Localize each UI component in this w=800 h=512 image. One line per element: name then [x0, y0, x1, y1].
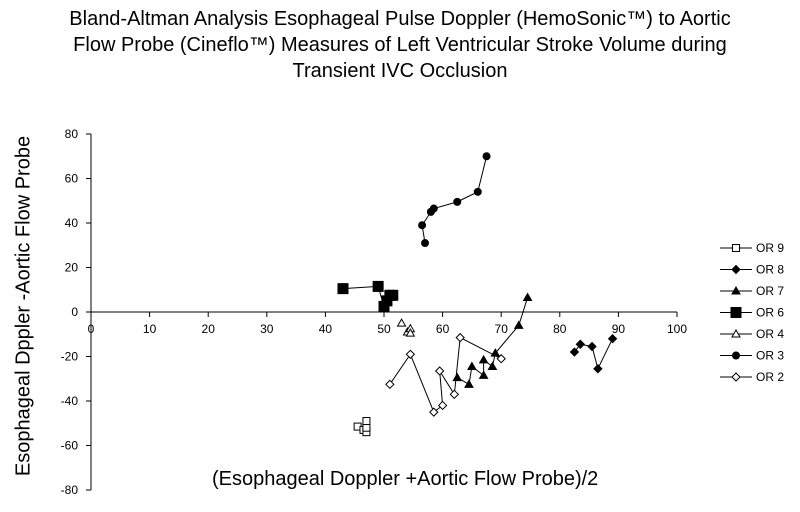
- x-tick-label: 90: [612, 322, 626, 336]
- x-tick-label: 100: [667, 322, 687, 336]
- data-point-or-4: [405, 328, 416, 337]
- data-point-or-3: [421, 239, 430, 248]
- y-tick-label: 40: [65, 216, 79, 230]
- data-point-or-8: [587, 341, 597, 352]
- y-tick-label: 0: [71, 305, 78, 319]
- data-point-or-7: [478, 370, 489, 379]
- data-point-or-3: [482, 152, 491, 161]
- data-point-or-2: [405, 349, 416, 359]
- data-point-or-6: [387, 289, 399, 301]
- series-or-3: [418, 152, 491, 248]
- data-point-or-7: [464, 379, 474, 388]
- data-point-or-3: [429, 204, 438, 213]
- series-or-9: [353, 417, 371, 437]
- x-tick-label: 40: [319, 322, 333, 336]
- data-point-or-2: [449, 389, 460, 400]
- data-point-or-3: [453, 197, 462, 206]
- y-tick-label: -80: [61, 483, 79, 497]
- legend-marker-or-6: [730, 307, 742, 318]
- data-point-or-2: [429, 407, 439, 417]
- y-tick-label: -60: [61, 439, 79, 453]
- y-tick-label: -40: [61, 394, 79, 408]
- x-tick-label: 30: [260, 322, 274, 336]
- series-or-2: [385, 332, 506, 417]
- x-tick-label: 50: [377, 322, 391, 336]
- x-tick-label: 0: [88, 322, 95, 336]
- legend: OR 9 OR 8 OR 7 OR 6 OR 4 OR 3 OR 2: [720, 241, 784, 384]
- data-point-or-8: [575, 339, 586, 349]
- chart-title-line-2: Flow Probe (Cineflo™) Measures of Left V…: [73, 34, 727, 56]
- data-point-or-7: [513, 320, 524, 329]
- legend-label-or-4: OR 4: [756, 327, 784, 341]
- chart-title-line-1: Bland-Altman Analysis Esophageal Pulse D…: [69, 8, 731, 30]
- data-point-or-2: [434, 366, 445, 376]
- series-or-7: [452, 292, 533, 388]
- data-point-or-7: [522, 292, 533, 302]
- data-point-or-8: [593, 364, 603, 374]
- legend-marker-or-4: [731, 328, 741, 338]
- legend-marker-or-9: [732, 244, 740, 252]
- data-point-or-2: [496, 354, 506, 364]
- data-point-or-8: [607, 333, 618, 344]
- data-point-or-8: [569, 347, 580, 357]
- x-tick-label: 60: [436, 322, 450, 336]
- series-or-6: [337, 280, 399, 312]
- x-tick-label: 10: [143, 322, 157, 336]
- chart-title-line-3: Transient IVC Occlusion: [292, 60, 508, 82]
- legend-marker-or-8: [731, 264, 741, 275]
- legend-label-or-7: OR 7: [756, 284, 784, 298]
- data-point-or-7: [478, 354, 489, 364]
- data-point-or-6: [337, 283, 349, 295]
- data-point-or-9: [362, 417, 371, 426]
- chart-title: Bland-Altman Analysis Esophageal Pulse D…: [0, 6, 800, 84]
- x-axis-label: (Esophageal Doppler +Aortic Flow Probe)/…: [212, 468, 599, 490]
- x-tick-label: 80: [553, 322, 567, 336]
- data-point-or-7: [452, 372, 463, 382]
- data-point-or-3: [473, 187, 482, 196]
- data-point-or-7: [487, 361, 498, 371]
- data-point-or-4: [396, 318, 407, 327]
- x-tick-label: 20: [202, 322, 216, 336]
- y-tick-label: 60: [65, 172, 79, 186]
- data-point-or-9: [362, 423, 371, 432]
- x-tick-label: 70: [495, 322, 509, 336]
- y-tick-label: -20: [61, 350, 79, 364]
- data-point-or-7: [467, 361, 477, 371]
- legend-label-or-3: OR 3: [756, 349, 784, 363]
- data-point-or-2: [455, 332, 465, 343]
- legend-label-or-9: OR 9: [756, 241, 784, 255]
- legend-label-or-2: OR 2: [756, 370, 784, 384]
- y-tick-label: 20: [65, 261, 79, 275]
- legend-label-or-8: OR 8: [756, 263, 784, 277]
- data-point-or-2: [385, 379, 395, 390]
- series-line-or-7: [457, 297, 529, 386]
- legend-marker-or-7: [731, 285, 741, 295]
- legend-marker-or-2: [731, 372, 741, 382]
- legend-marker-or-3: [732, 351, 740, 360]
- data-point-or-3: [418, 221, 427, 230]
- data-point-or-2: [437, 400, 448, 411]
- y-tick-label: 80: [65, 127, 79, 141]
- data-point-or-6: [372, 280, 384, 292]
- legend-label-or-6: OR 6: [756, 306, 784, 320]
- series-line-or-2: [389, 336, 502, 413]
- series-or-8: [569, 333, 618, 374]
- series-or-4: [396, 318, 416, 337]
